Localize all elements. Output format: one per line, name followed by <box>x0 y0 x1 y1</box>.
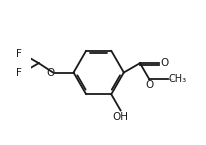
Text: O: O <box>160 58 169 68</box>
Text: CH₃: CH₃ <box>169 74 187 84</box>
Text: O: O <box>145 80 153 90</box>
Text: F: F <box>16 68 22 77</box>
Text: OH: OH <box>113 112 129 122</box>
Text: methyl: methyl <box>169 78 174 80</box>
Text: F: F <box>16 49 22 59</box>
Text: O: O <box>46 68 54 77</box>
